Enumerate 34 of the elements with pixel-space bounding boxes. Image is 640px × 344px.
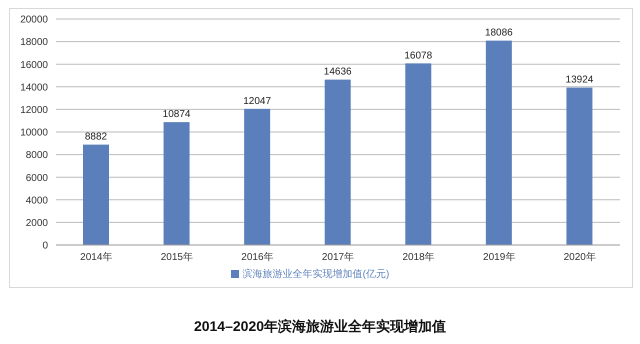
x-tick-label: 2017年 — [322, 251, 354, 264]
x-tick-label: 2014年 — [80, 251, 112, 264]
data-label: 18086 — [484, 28, 514, 39]
y-tick-label: 4000 — [26, 195, 48, 206]
y-tick-label: 6000 — [26, 172, 48, 184]
bar — [324, 80, 351, 245]
data-label: 13924 — [566, 74, 594, 86]
text: 2014–2020年滨海旅游业全年实现增加值 — [192, 318, 448, 336]
data-label: 10874 — [162, 109, 191, 120]
y-tick-label: 12000 — [20, 104, 48, 116]
x-tick-label: 2018年 — [402, 251, 435, 264]
data-label: 14636 — [324, 66, 352, 78]
y-tick-label: 14000 — [20, 82, 48, 94]
y-tick-label: 10000 — [20, 128, 48, 139]
x-tick-label: 2015年 — [160, 251, 193, 264]
y-tick-label: 0 — [42, 240, 48, 252]
bar — [566, 88, 592, 245]
x-tick-label: 2019年 — [483, 251, 516, 264]
legend-label: 滨海旅游业全年实现增加值(亿元) — [242, 269, 390, 280]
y-tick-label: 8000 — [26, 150, 48, 162]
data-label: 8882 — [84, 132, 108, 143]
y-tick-label: 2000 — [26, 218, 48, 229]
bar — [244, 108, 270, 245]
bar — [164, 122, 190, 245]
y-tick-label: 18000 — [20, 37, 48, 48]
bar — [83, 144, 109, 245]
data-label: 12047 — [243, 96, 272, 107]
data-label: 16078 — [404, 50, 433, 62]
bar — [486, 40, 512, 245]
y-tick-label: 16000 — [20, 60, 48, 71]
x-tick-label: 2020年 — [564, 251, 596, 264]
x-tick-label: 2016年 — [241, 251, 274, 264]
bar — [405, 63, 432, 245]
y-tick-label: 20000 — [20, 14, 48, 26]
